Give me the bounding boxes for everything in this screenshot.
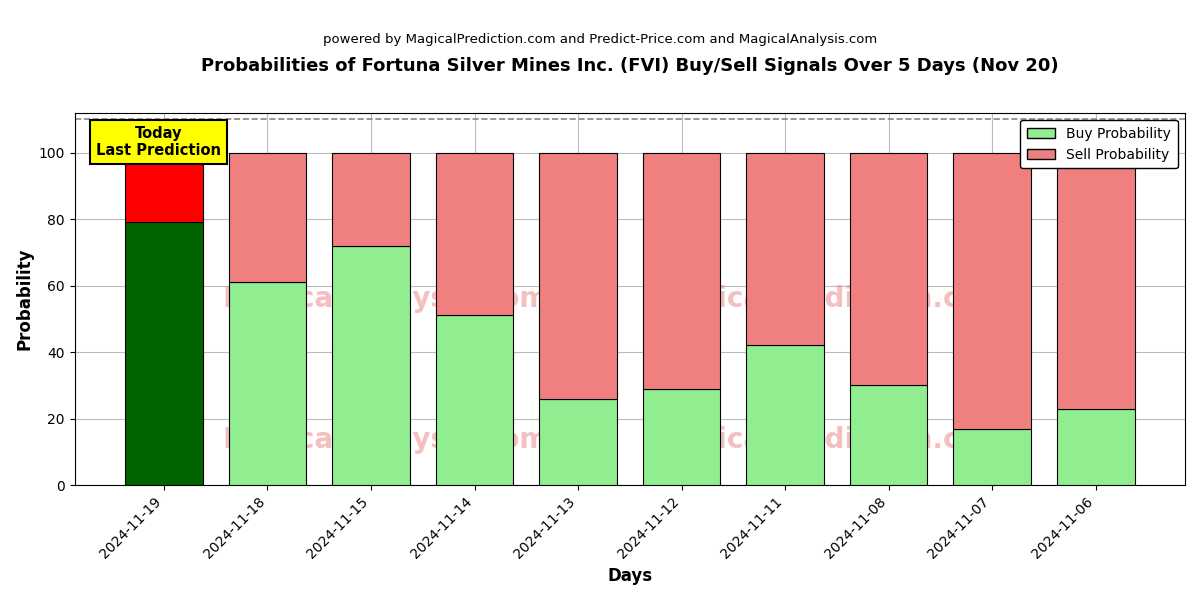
Bar — [229, 282, 306, 485]
Bar — [643, 389, 720, 485]
Text: MagicalAnalysis.com: MagicalAnalysis.com — [222, 285, 548, 313]
Bar — [746, 152, 824, 346]
Bar — [1057, 409, 1134, 485]
Bar — [746, 346, 824, 485]
Bar — [850, 385, 928, 485]
Text: MagicalPrediction.com: MagicalPrediction.com — [652, 427, 1008, 454]
Bar — [850, 152, 928, 385]
Legend: Buy Probability, Sell Probability: Buy Probability, Sell Probability — [1020, 119, 1178, 169]
Text: MagicalAnalysis.com: MagicalAnalysis.com — [222, 427, 548, 454]
Text: Today
Last Prediction: Today Last Prediction — [96, 126, 221, 158]
Bar — [332, 152, 410, 245]
Bar — [953, 428, 1031, 485]
Bar — [436, 152, 514, 316]
Bar — [643, 152, 720, 389]
Title: Probabilities of Fortuna Silver Mines Inc. (FVI) Buy/Sell Signals Over 5 Days (N: Probabilities of Fortuna Silver Mines In… — [202, 57, 1058, 75]
Bar — [539, 152, 617, 398]
Bar — [229, 152, 306, 282]
Y-axis label: Probability: Probability — [16, 248, 34, 350]
Bar — [125, 152, 203, 223]
Bar — [953, 152, 1031, 428]
Text: powered by MagicalPrediction.com and Predict-Price.com and MagicalAnalysis.com: powered by MagicalPrediction.com and Pre… — [323, 32, 877, 46]
Bar — [436, 316, 514, 485]
Bar — [125, 223, 203, 485]
Bar — [539, 398, 617, 485]
X-axis label: Days: Days — [607, 567, 653, 585]
Bar — [1057, 152, 1134, 409]
Bar — [332, 245, 410, 485]
Text: MagicalPrediction.com: MagicalPrediction.com — [652, 285, 1008, 313]
